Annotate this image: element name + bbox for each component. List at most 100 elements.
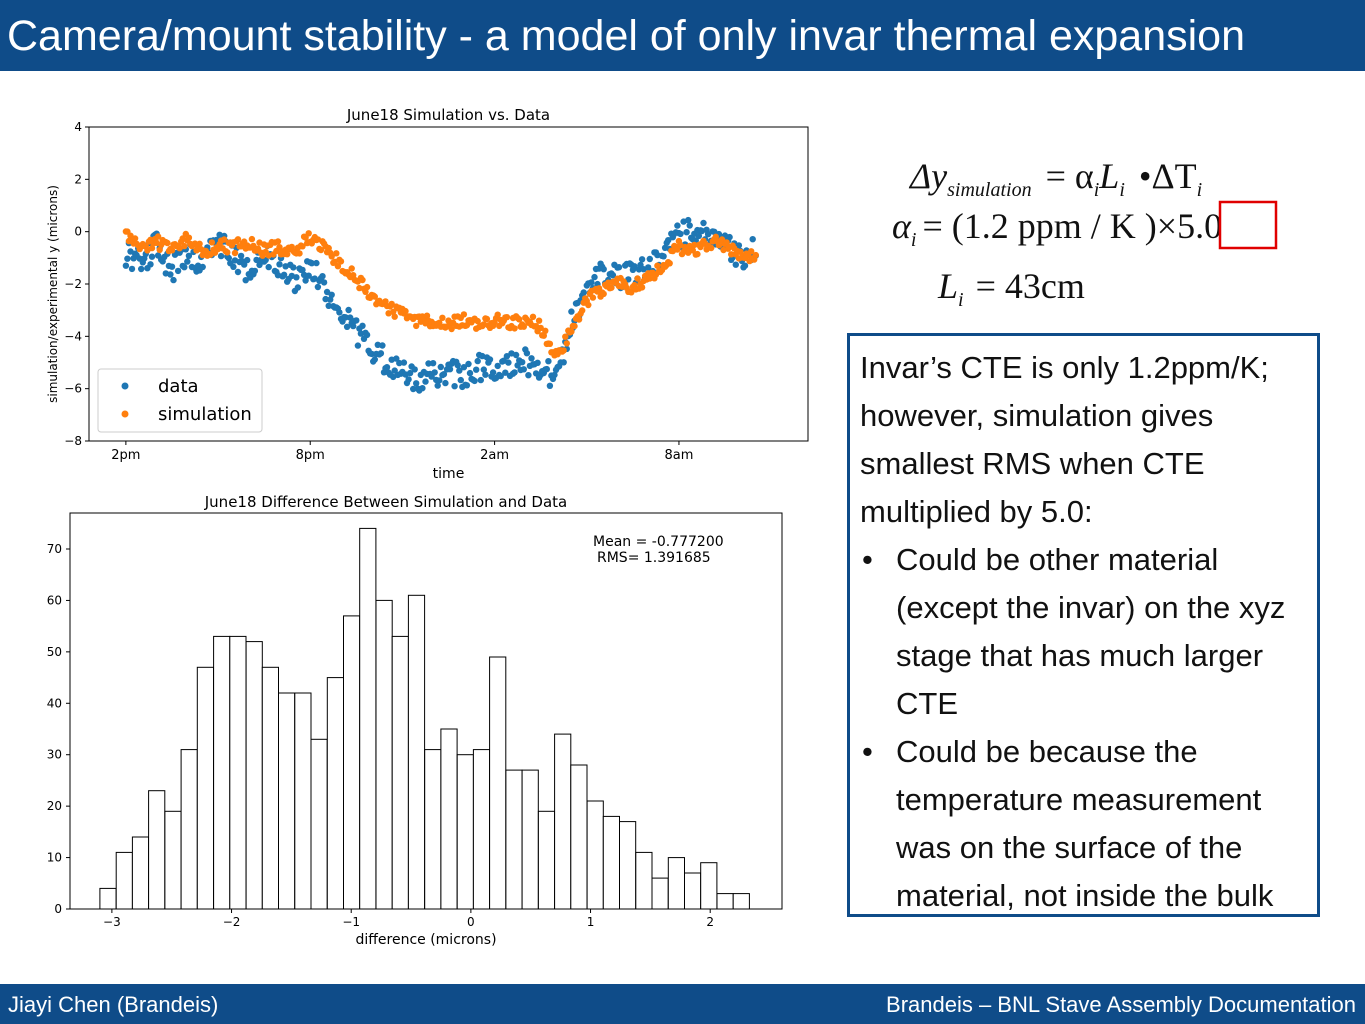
scatter-point-simulation bbox=[164, 239, 171, 247]
scatter-point-simulation bbox=[474, 317, 481, 325]
scatter-point-data bbox=[327, 296, 334, 303]
histogram-bar bbox=[278, 692, 296, 910]
scatter-point-data bbox=[343, 323, 351, 330]
scatter-point-data bbox=[588, 279, 595, 286]
scatter-point-simulation bbox=[537, 324, 544, 332]
scatter-point-simulation bbox=[221, 236, 228, 243]
scatter-point-simulation bbox=[148, 244, 156, 252]
scatter-point-data bbox=[446, 366, 454, 373]
scatter-point-simulation bbox=[423, 312, 431, 319]
scatter-point-data bbox=[294, 284, 302, 291]
scatter-point-simulation bbox=[284, 251, 291, 258]
formula-eq1: = α bbox=[1046, 156, 1094, 196]
y-tick-label: 4 bbox=[74, 120, 82, 134]
histogram-title: June18 Difference Between Simulation and… bbox=[204, 493, 568, 511]
histogram-bar bbox=[343, 615, 361, 910]
scatter-point-data bbox=[434, 382, 441, 389]
scatter-point-data bbox=[170, 276, 177, 284]
histogram-bar bbox=[261, 666, 279, 910]
scatter-point-data bbox=[695, 232, 703, 240]
scatter-point-data bbox=[591, 273, 598, 281]
y-tick-label: −2 bbox=[64, 277, 82, 291]
scatter-point-simulation bbox=[694, 250, 701, 258]
annotation-rms: RMS= 1.391685 bbox=[597, 550, 711, 566]
scatter-point-data bbox=[436, 377, 443, 384]
scatter-point-data bbox=[519, 359, 526, 366]
scatter-point-simulation bbox=[333, 250, 340, 257]
hist-y-tick-label: 0 bbox=[54, 902, 62, 916]
scatter-point-data bbox=[471, 377, 478, 385]
scatter-point-data bbox=[336, 309, 343, 316]
hist-y-tick-label: 50 bbox=[47, 645, 62, 659]
histogram-bar bbox=[99, 887, 117, 910]
scatter-point-data bbox=[451, 383, 458, 390]
scatter-point-simulation bbox=[691, 241, 698, 249]
histogram-bar bbox=[180, 749, 198, 910]
scatter-point-data bbox=[302, 277, 309, 284]
histogram-bar bbox=[554, 733, 572, 910]
scatter-point-simulation bbox=[520, 323, 527, 330]
histogram-bar bbox=[521, 769, 539, 910]
x-tick-label: 8pm bbox=[296, 448, 325, 463]
scatter-point-data bbox=[677, 230, 684, 238]
scatter-point-simulation bbox=[168, 247, 176, 254]
scatter-point-simulation bbox=[600, 290, 607, 298]
scatter-point-data bbox=[660, 253, 667, 260]
scatter-point-simulation bbox=[185, 234, 193, 241]
scatter-point-data bbox=[251, 267, 259, 275]
formula-dot-delta-t: •ΔT bbox=[1139, 156, 1197, 196]
scatter-point-data bbox=[405, 376, 412, 383]
scatter-point-simulation bbox=[638, 284, 646, 291]
scatter-point-simulation bbox=[503, 314, 511, 321]
histogram-bar bbox=[213, 635, 231, 910]
scatter-point-data bbox=[749, 236, 756, 243]
legend-label-data: data bbox=[158, 376, 199, 397]
scatter-point-data bbox=[122, 262, 130, 269]
annotation-mean: Mean = -0.777200 bbox=[593, 534, 724, 550]
scatter-point-simulation bbox=[571, 322, 578, 330]
scatter-point-data bbox=[568, 308, 575, 315]
histogram-bar bbox=[716, 893, 734, 910]
scatter-point-simulation bbox=[154, 233, 162, 240]
footer-author: Jiayi Chen (Brandeis) bbox=[8, 992, 219, 1017]
formula-L1: L bbox=[1098, 156, 1119, 196]
scatter-point-data bbox=[638, 256, 646, 263]
scatter-point-data bbox=[528, 355, 535, 362]
scatter-point-data bbox=[230, 263, 237, 270]
scatter-point-simulation bbox=[562, 333, 569, 340]
scatter-point-simulation bbox=[666, 260, 673, 267]
histogram-bar bbox=[537, 810, 556, 910]
scatter-point-simulation bbox=[579, 307, 586, 314]
scatter-point-data bbox=[419, 385, 426, 392]
footer-bar: Jiayi Chen (Brandeis) Brandeis – BNL Sta… bbox=[0, 984, 1365, 1024]
scatter-point-data bbox=[683, 229, 690, 236]
scatter-point-data bbox=[456, 367, 463, 374]
scatter-point-simulation bbox=[511, 325, 518, 332]
histogram-bar bbox=[131, 836, 150, 910]
scatter-point-data bbox=[359, 322, 366, 329]
scatter-point-data bbox=[256, 261, 263, 269]
hist-y-tick-label: 40 bbox=[47, 696, 62, 710]
histogram-bar bbox=[505, 769, 523, 910]
scatter-point-simulation bbox=[156, 246, 163, 254]
scatter-point-data bbox=[494, 362, 501, 370]
scatter-point-simulation bbox=[585, 301, 592, 309]
svg-text:αi= (1.2 ppm / K )×5.0: αi = (1.2 ppm / K )×5.0 bbox=[892, 206, 1222, 251]
scatter-point-data bbox=[440, 371, 448, 378]
scatter-point-data bbox=[431, 369, 438, 376]
histogram-bar bbox=[619, 821, 637, 910]
hist-x-tick-label: 1 bbox=[587, 915, 595, 929]
y-tick-label: −4 bbox=[64, 329, 82, 343]
scatter-point-data bbox=[167, 271, 174, 278]
hist-x-tick-label: 0 bbox=[467, 915, 475, 929]
formula-sub-i1: i bbox=[1094, 179, 1100, 201]
scatter-point-data bbox=[686, 222, 693, 229]
histogram-bar bbox=[456, 754, 474, 910]
scatter-point-simulation bbox=[296, 250, 303, 257]
scatter-point-data bbox=[342, 314, 349, 321]
scatter-point-data bbox=[534, 359, 541, 366]
scatter-point-simulation bbox=[131, 235, 139, 242]
histogram-bar bbox=[196, 666, 215, 910]
scatter-point-simulation bbox=[708, 244, 715, 252]
scatter-point-data bbox=[631, 263, 638, 270]
